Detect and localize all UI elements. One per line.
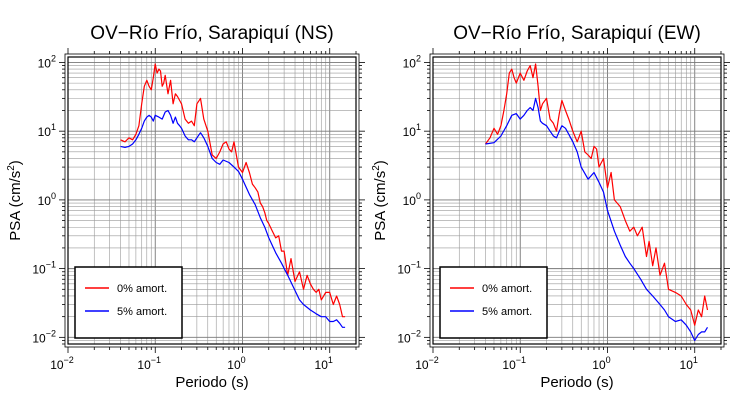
- x-tick-label-exp: 0: [606, 355, 611, 365]
- y-axis-label-prefix: PSA (cm/s: [7, 171, 24, 241]
- legend-label: 0% amort.: [117, 283, 167, 295]
- series-line-amort-5: [485, 97, 709, 342]
- x-tick-label-exp: −2: [64, 355, 74, 365]
- chart-panel-ns: OV−Río Frío, Sarapiquí (NS)10−2 10−1 100 10…: [6, 23, 365, 391]
- tick-marks: [424, 48, 730, 353]
- legend: 0% amort. 5% amort.: [439, 266, 548, 339]
- x-tick-label: 100: [592, 355, 610, 372]
- y-axis-label-prefix: PSA (cm/s: [372, 171, 389, 241]
- x-tick-label: 10−1: [502, 355, 526, 372]
- y-tick-label-base: 10: [403, 194, 417, 208]
- y-tick-label: 101: [403, 122, 421, 139]
- x-tick-label-base: 10: [315, 358, 329, 372]
- y-tick-label-exp: 1: [51, 122, 56, 132]
- x-axis-label: Periodo (s): [540, 374, 613, 391]
- y-axis-label: PSA (cm/s2): [371, 160, 389, 241]
- y-tick-label: 10−1: [397, 260, 421, 277]
- series-line-amort-0: [120, 63, 346, 318]
- chart-panel-ew: OV−Río Frío, Sarapiquí (EW)10−2 10−1 100 10…: [371, 23, 730, 391]
- y-tick-label-exp: −2: [46, 328, 56, 338]
- x-tick-label-base: 10: [137, 358, 151, 372]
- series-line-amort-0: [485, 63, 709, 326]
- x-tick-label-base: 10: [502, 358, 516, 372]
- plot-frame: [432, 56, 722, 345]
- y-tick-label-exp: 0: [51, 191, 56, 201]
- y-tick-label: 102: [38, 53, 56, 70]
- y-tick-label: 101: [38, 122, 56, 139]
- y-axis-label-sup: 2: [6, 165, 17, 171]
- y-tick-label-exp: 2: [51, 53, 56, 63]
- y-tick-label-base: 10: [38, 56, 52, 70]
- y-tick-label-exp: 1: [416, 122, 421, 132]
- y-tick-label-exp: 0: [416, 191, 421, 201]
- y-tick-label: 10−2: [397, 328, 421, 345]
- y-tick-label-base: 10: [32, 331, 46, 345]
- x-tick-label-exp: 1: [328, 355, 333, 365]
- legend: 0% amort. 5% amort.: [74, 266, 183, 339]
- x-tick-label-base: 10: [50, 358, 64, 372]
- y-tick-label: 100: [403, 191, 421, 208]
- y-tick-label-base: 10: [38, 125, 52, 139]
- y-tick-label: 100: [38, 191, 56, 208]
- y-axis-label: PSA (cm/s2): [6, 160, 24, 241]
- x-tick-label-base: 10: [592, 358, 606, 372]
- y-tick-label: 10−1: [32, 260, 56, 277]
- x-tick-label-exp: 1: [693, 355, 698, 365]
- y-tick-label-base: 10: [397, 331, 411, 345]
- x-tick-label: 101: [315, 355, 333, 372]
- x-tick-label-base: 10: [415, 358, 429, 372]
- y-tick-label-base: 10: [403, 56, 417, 70]
- x-tick-label-base: 10: [227, 358, 241, 372]
- y-tick-label-exp: 2: [416, 53, 421, 63]
- y-axis-label-suffix: ): [372, 160, 389, 165]
- y-tick-label-exp: −1: [411, 260, 421, 270]
- x-tick-label-exp: 0: [241, 355, 246, 365]
- x-tick-label: 10−2: [50, 355, 74, 372]
- series-line-amort-5: [120, 109, 346, 328]
- legend-box: [74, 266, 183, 339]
- x-axis-label: Periodo (s): [175, 374, 248, 391]
- y-tick-label: 102: [403, 53, 421, 70]
- legend-label: 5% amort.: [482, 306, 532, 318]
- y-tick-label: 10−2: [32, 328, 56, 345]
- y-axis-label-sup: 2: [371, 165, 382, 171]
- legend-box: [439, 266, 548, 339]
- tick-marks: [59, 48, 365, 353]
- chart-title: OV−Río Frío, Sarapiquí (EW): [453, 23, 701, 44]
- x-tick-label-exp: −1: [151, 355, 161, 365]
- y-tick-label-base: 10: [38, 194, 52, 208]
- y-axis-label-suffix: ): [7, 160, 24, 165]
- y-tick-label-base: 10: [397, 263, 411, 277]
- chart-title: OV−Río Frío, Sarapiquí (NS): [90, 23, 333, 44]
- x-tick-label: 100: [227, 355, 245, 372]
- y-tick-label-base: 10: [403, 125, 417, 139]
- legend-label: 0% amort.: [482, 283, 532, 295]
- x-tick-label: 10−1: [137, 355, 161, 372]
- y-tick-label-exp: −1: [46, 260, 56, 270]
- x-tick-label-exp: −1: [516, 355, 526, 365]
- y-tick-label-exp: −2: [411, 328, 421, 338]
- y-tick-label-base: 10: [32, 263, 46, 277]
- x-tick-label-exp: −2: [429, 355, 439, 365]
- plot-frame-outer: [429, 53, 725, 348]
- plot-frame-outer: [64, 53, 360, 348]
- x-tick-label: 101: [680, 355, 698, 372]
- plot-frame: [67, 56, 357, 345]
- x-tick-label-base: 10: [680, 358, 694, 372]
- x-tick-label: 10−2: [415, 355, 439, 372]
- legend-label: 5% amort.: [117, 306, 167, 318]
